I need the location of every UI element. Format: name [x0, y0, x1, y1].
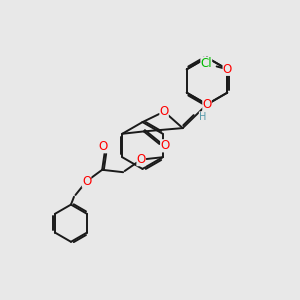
Text: O: O: [160, 105, 169, 118]
Text: O: O: [82, 175, 91, 188]
Text: H: H: [199, 112, 206, 122]
Text: O: O: [99, 140, 108, 153]
Text: O: O: [202, 98, 211, 111]
Text: Cl: Cl: [200, 57, 212, 70]
Text: O: O: [136, 153, 146, 166]
Text: O: O: [223, 63, 232, 76]
Text: O: O: [160, 139, 170, 152]
